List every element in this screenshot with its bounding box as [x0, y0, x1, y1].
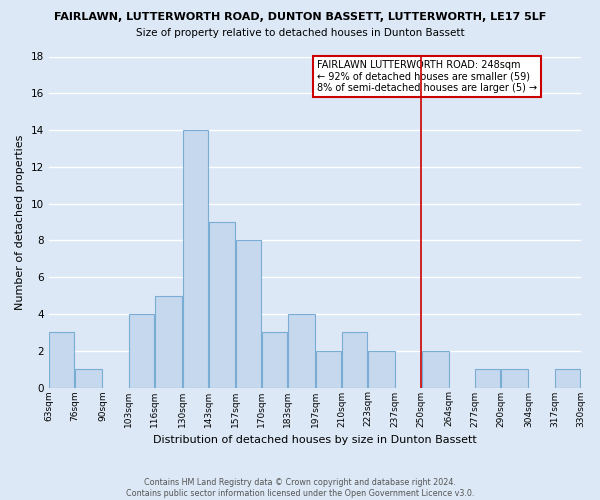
Bar: [555, 369, 580, 388]
Text: Contains HM Land Registry data © Crown copyright and database right 2024.
Contai: Contains HM Land Registry data © Crown c…: [126, 478, 474, 498]
Text: FAIRLAWN LUTTERWORTH ROAD: 248sqm
← 92% of detached houses are smaller (59)
8% o: FAIRLAWN LUTTERWORTH ROAD: 248sqm ← 92% …: [317, 60, 538, 93]
Bar: [129, 314, 154, 388]
Text: Size of property relative to detached houses in Dunton Bassett: Size of property relative to detached ho…: [136, 28, 464, 38]
Bar: [368, 350, 395, 388]
Bar: [316, 350, 341, 388]
Y-axis label: Number of detached properties: Number of detached properties: [15, 134, 25, 310]
Bar: [288, 314, 315, 388]
Bar: [182, 130, 208, 388]
Bar: [475, 369, 500, 388]
Bar: [342, 332, 367, 388]
Text: FAIRLAWN, LUTTERWORTH ROAD, DUNTON BASSETT, LUTTERWORTH, LE17 5LF: FAIRLAWN, LUTTERWORTH ROAD, DUNTON BASSE…: [54, 12, 546, 22]
Bar: [49, 332, 74, 388]
Bar: [209, 222, 235, 388]
Bar: [155, 296, 182, 388]
Bar: [422, 350, 449, 388]
Bar: [75, 369, 102, 388]
Bar: [236, 240, 262, 388]
X-axis label: Distribution of detached houses by size in Dunton Bassett: Distribution of detached houses by size …: [153, 435, 476, 445]
Bar: [262, 332, 287, 388]
Bar: [502, 369, 528, 388]
